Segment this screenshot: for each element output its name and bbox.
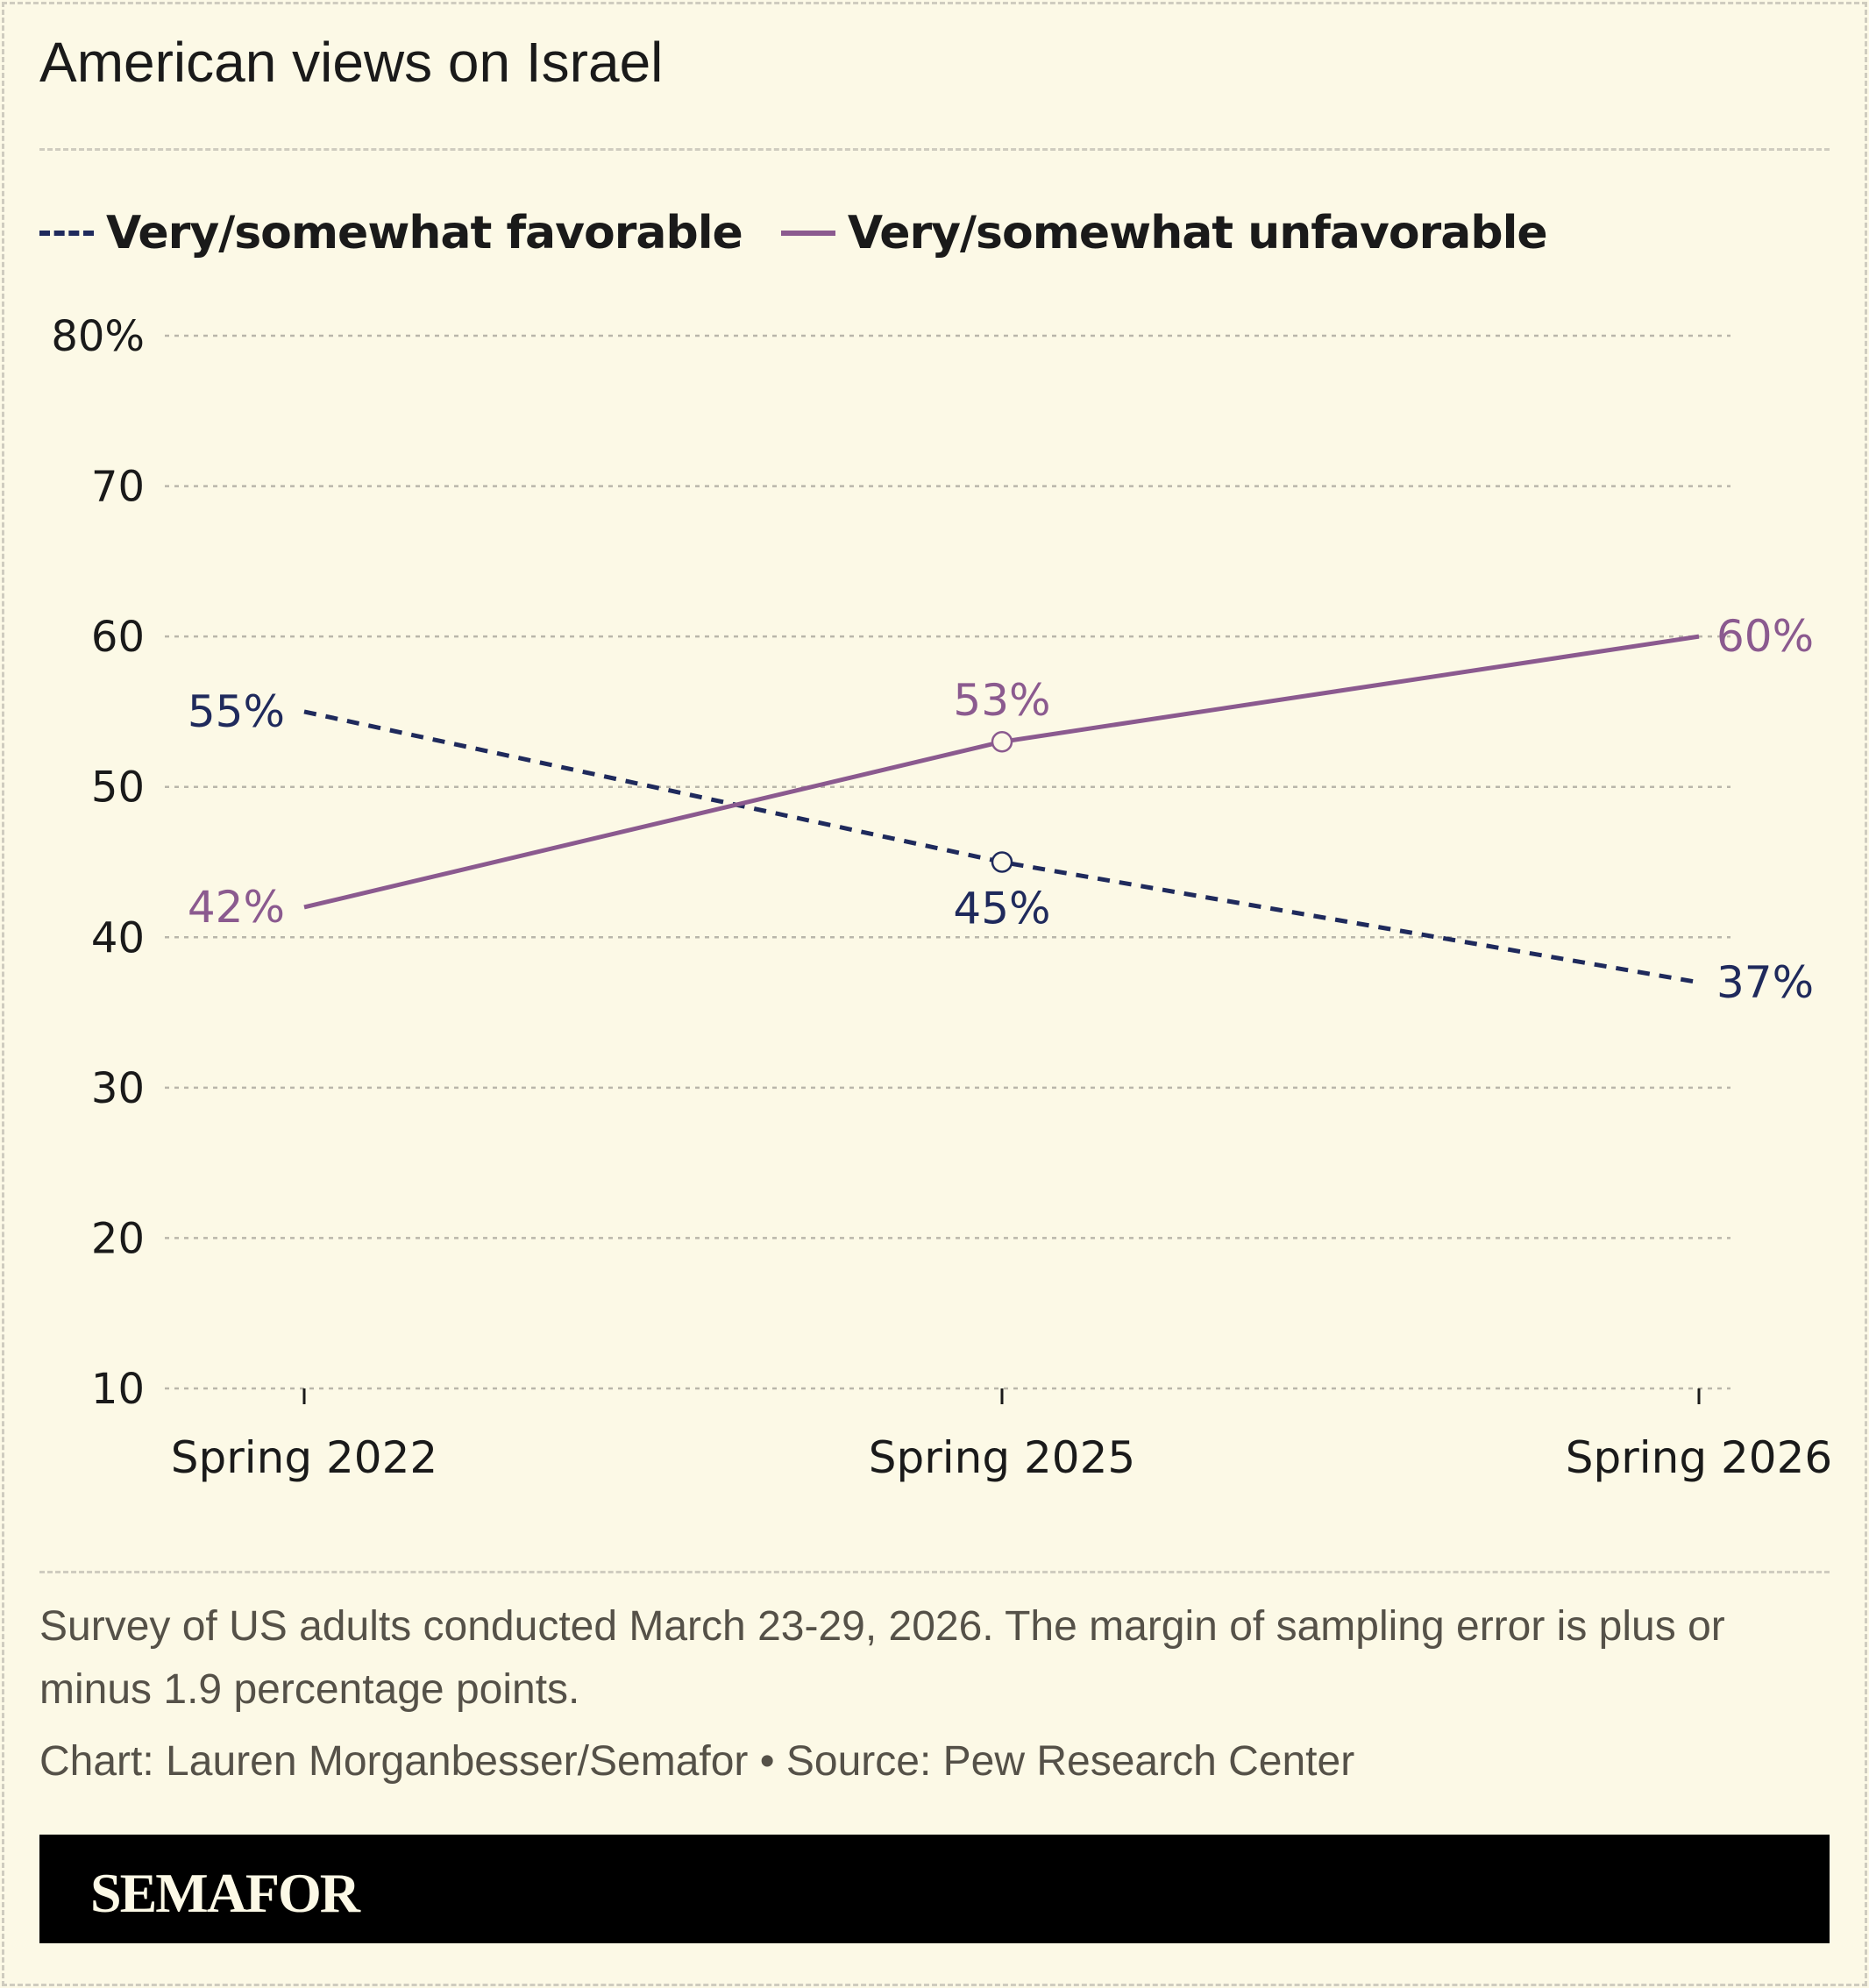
chart-notes: Survey of US adults conducted March 23-2… <box>39 1603 1725 1713</box>
y-tick-label: 60 <box>91 613 145 662</box>
legend: Very/somewhat favorable Very/somewhat un… <box>39 207 1548 259</box>
y-tick-label: 20 <box>91 1214 145 1263</box>
data-point-marker <box>991 851 1013 873</box>
y-tick-label: 40 <box>91 913 145 962</box>
x-tick-label: Spring 2022 <box>171 1432 438 1483</box>
data-label: 53% <box>953 675 1050 726</box>
line-chart: 80% 70 60 50 40 30 20 10 Spring 2022 Spring 2025 S… <box>51 312 1833 1483</box>
series-line-favorable <box>303 709 1700 985</box>
data-label: 60% <box>1716 611 1814 662</box>
divider <box>39 148 1830 151</box>
chart-title: American views on Israel <box>39 31 664 94</box>
legend-label-favorable: Very/somewhat favorable <box>106 207 743 259</box>
x-tick-label: Spring 2025 <box>869 1432 1136 1483</box>
brand-bar: SEMAFOR <box>39 1835 1830 1943</box>
y-tick-label: 50 <box>91 763 145 813</box>
y-tick-label: 30 <box>91 1064 145 1113</box>
data-label: 37% <box>1716 957 1814 1008</box>
data-label: 55% <box>188 686 285 737</box>
x-tick-label: Spring 2026 <box>1566 1432 1833 1483</box>
y-tick-label: 10 <box>91 1365 145 1414</box>
legend-swatch-favorable <box>39 231 94 236</box>
legend-swatch-unfavorable <box>780 231 835 236</box>
y-tick-label: 80% <box>51 312 145 361</box>
legend-label-unfavorable: Very/somewhat unfavorable <box>847 207 1548 259</box>
y-tick-label: 70 <box>91 463 145 512</box>
semafor-logo: SEMAFOR <box>90 1862 360 1924</box>
data-label: 42% <box>188 882 285 933</box>
chart-credit: Chart: Lauren Morganbesser/Semafor • Sou… <box>39 1738 1355 1785</box>
data-label: 45% <box>953 884 1050 934</box>
divider <box>39 1571 1830 1573</box>
data-point-marker <box>991 730 1013 753</box>
